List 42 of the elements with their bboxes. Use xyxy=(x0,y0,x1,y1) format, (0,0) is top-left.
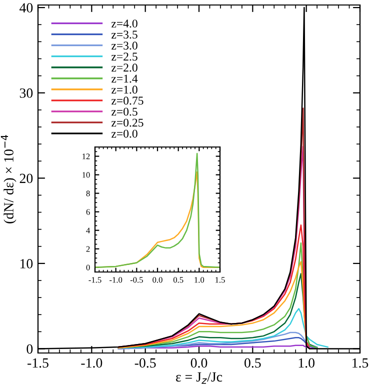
legend-label: z=2.0 xyxy=(112,64,138,72)
legend-label: z=2.5 xyxy=(112,52,138,61)
x-tick-label: 1.5 xyxy=(352,358,368,368)
y-tick-label: 0 xyxy=(86,264,90,270)
line-series xyxy=(38,6,360,350)
x-tick-label: -0.5 xyxy=(134,358,156,368)
y-tick-label: 0 xyxy=(26,344,33,354)
line-series xyxy=(95,152,220,268)
line-series xyxy=(118,332,318,350)
x-tick-label: 0.5 xyxy=(173,277,184,283)
x-tick-label: -1.0 xyxy=(110,277,122,283)
x-tick-label: 0.0 xyxy=(190,358,208,368)
y-tick-label: 6 xyxy=(86,209,90,215)
legend-label: z=0.0 xyxy=(112,130,138,138)
legend-label: z=3.0 xyxy=(112,42,138,50)
legend-label: z=1.4 xyxy=(112,74,138,83)
legend-label: z=1.0 xyxy=(112,86,138,94)
x-tick-label: -1.0 xyxy=(81,358,102,368)
y-tick-label: 20 xyxy=(20,174,33,184)
legend-label: z=0.5 xyxy=(112,108,138,116)
y-axis-title: (dN/ dε) × 10$^{−4}$ xyxy=(0,135,16,224)
x-axis-title: ε = J$_{z}$/Jc xyxy=(176,372,222,384)
y-tick-label: 12 xyxy=(82,154,90,160)
y-tick-label: 10 xyxy=(82,172,90,178)
y-tick-label: 2 xyxy=(86,246,90,252)
x-tick-label: 0.5 xyxy=(244,358,261,368)
x-tick-label: 1.5 xyxy=(216,277,225,283)
legend-label: z=0.75 xyxy=(112,96,144,105)
x-tick-label: 1.0 xyxy=(194,277,204,283)
y-tick-label: 8 xyxy=(86,190,90,196)
x-tick-label: -1.5 xyxy=(88,277,102,283)
y-tick-label: 4 xyxy=(86,228,90,234)
x-tick-label: -0.5 xyxy=(130,277,143,283)
y-tick-label: 10 xyxy=(20,259,33,268)
x-tick-label: 0.0 xyxy=(152,277,162,283)
y-tick-label: 40 xyxy=(20,3,33,13)
x-tick-label: -1.5 xyxy=(28,358,48,368)
x-tick-label: 1.0 xyxy=(298,358,314,368)
legend-label: z=4.0 xyxy=(112,20,138,28)
y-tick-label: 30 xyxy=(20,88,33,98)
legend-label: z=3.5 xyxy=(112,30,138,39)
legend-label: z=0.25 xyxy=(112,118,144,127)
